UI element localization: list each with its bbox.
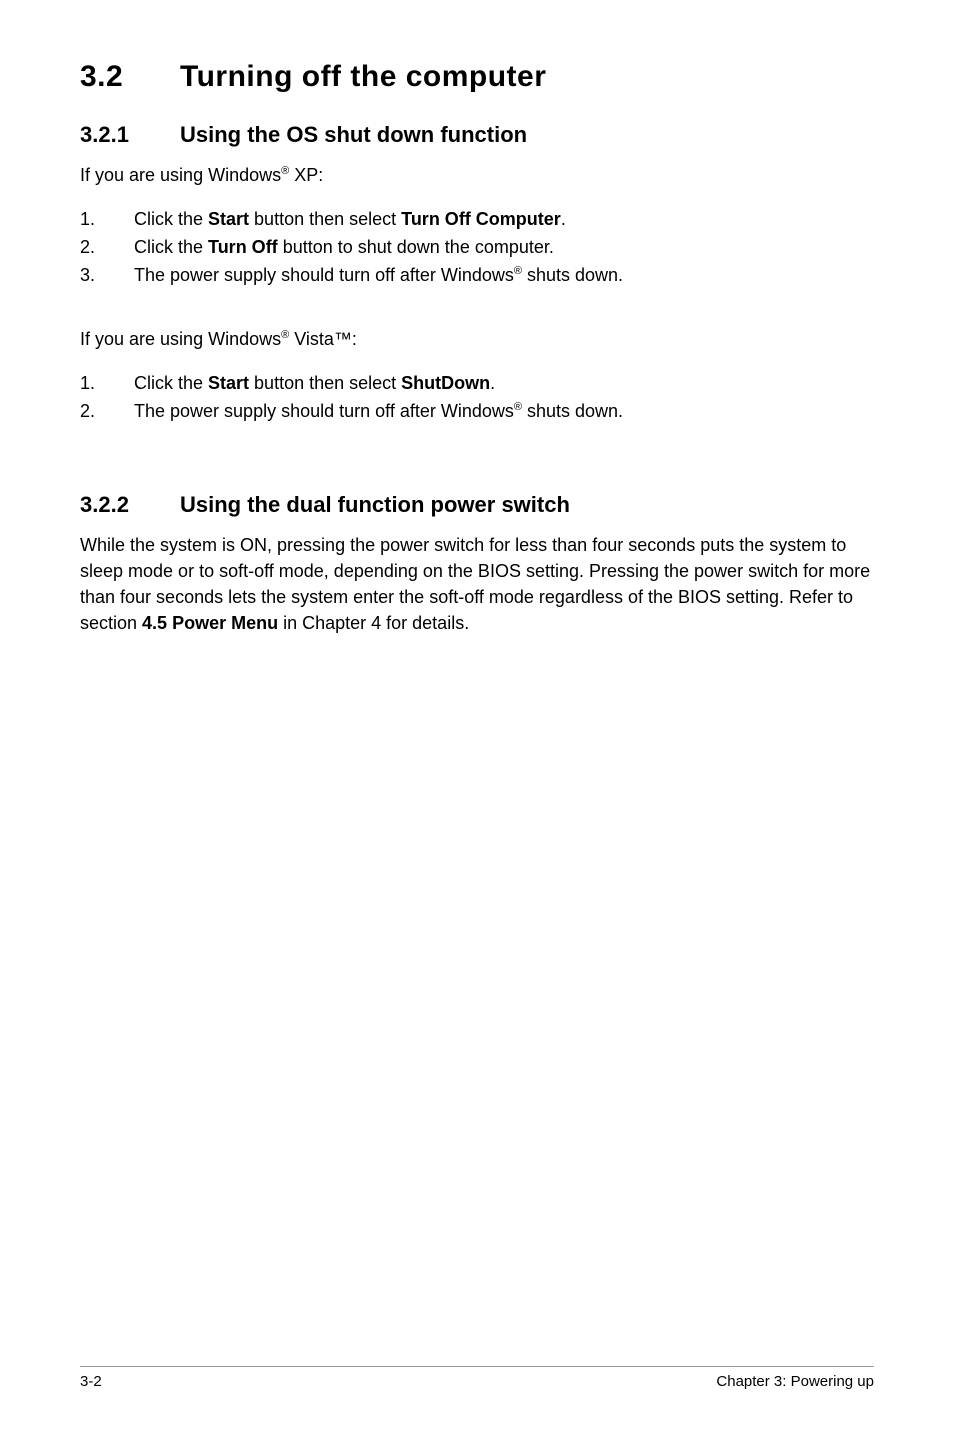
bold-text: ShutDown xyxy=(401,373,490,393)
item-number: 1. xyxy=(80,370,134,398)
registered-symbol: ® xyxy=(514,401,522,413)
text: XP: xyxy=(289,165,323,185)
item-number: 2. xyxy=(80,398,134,426)
item-text: Click the Start button then select Turn … xyxy=(134,206,874,234)
subsection-number: 3.2.2 xyxy=(80,492,180,518)
text: in Chapter 4 for details. xyxy=(278,613,469,633)
text: shuts down. xyxy=(522,401,623,421)
page-number: 3-2 xyxy=(80,1373,102,1390)
text: button then select xyxy=(249,209,401,229)
item-text: The power supply should turn off after W… xyxy=(134,262,874,290)
text: shuts down. xyxy=(522,265,623,285)
item-number: 3. xyxy=(80,262,134,290)
item-number: 1. xyxy=(80,206,134,234)
registered-symbol: ® xyxy=(281,329,289,341)
section-heading: 3.2Turning off the computer xyxy=(80,60,874,94)
text: If you are using Windows xyxy=(80,165,281,185)
item-text: The power supply should turn off after W… xyxy=(134,398,874,426)
text: Vista™: xyxy=(289,329,357,349)
subsection-title: Using the dual function power switch xyxy=(180,492,570,517)
bold-text: Start xyxy=(208,209,249,229)
text: button to shut down the computer. xyxy=(278,237,554,257)
list-item: 1. Click the Start button then select Sh… xyxy=(80,370,874,398)
section-number: 3.2 xyxy=(80,60,180,94)
page-footer: 3-2 Chapter 3: Powering up xyxy=(80,1366,874,1390)
list-item: 2. The power supply should turn off afte… xyxy=(80,398,874,426)
text: . xyxy=(561,209,566,229)
registered-symbol: ® xyxy=(281,165,289,177)
text: The power supply should turn off after W… xyxy=(134,401,514,421)
subsection-title: Using the OS shut down function xyxy=(180,122,527,147)
subsection-heading: 3.2.1Using the OS shut down function xyxy=(80,122,874,148)
bold-text: Turn Off xyxy=(208,237,278,257)
intro-paragraph: If you are using Windows® Vista™: xyxy=(80,326,874,352)
steps-list: 1. Click the Start button then select Tu… xyxy=(80,206,874,290)
text: button then select xyxy=(249,373,401,393)
text: If you are using Windows xyxy=(80,329,281,349)
body-paragraph: While the system is ON, pressing the pow… xyxy=(80,532,874,636)
bold-text: Turn Off Computer xyxy=(401,209,561,229)
list-item: 2. Click the Turn Off button to shut dow… xyxy=(80,234,874,262)
item-number: 2. xyxy=(80,234,134,262)
registered-symbol: ® xyxy=(514,265,522,277)
item-text: Click the Start button then select ShutD… xyxy=(134,370,874,398)
text: Click the xyxy=(134,209,208,229)
subsection-heading: 3.2.2Using the dual function power switc… xyxy=(80,492,874,518)
chapter-label: Chapter 3: Powering up xyxy=(716,1373,874,1390)
text: Click the xyxy=(134,373,208,393)
intro-paragraph: If you are using Windows® XP: xyxy=(80,162,874,188)
text: The power supply should turn off after W… xyxy=(134,265,514,285)
text: Click the xyxy=(134,237,208,257)
list-item: 3. The power supply should turn off afte… xyxy=(80,262,874,290)
steps-list: 1. Click the Start button then select Sh… xyxy=(80,370,874,426)
subsection-number: 3.2.1 xyxy=(80,122,180,148)
list-item: 1. Click the Start button then select Tu… xyxy=(80,206,874,234)
item-text: Click the Turn Off button to shut down t… xyxy=(134,234,874,262)
bold-text: 4.5 Power Menu xyxy=(142,613,278,633)
bold-text: Start xyxy=(208,373,249,393)
section-title: Turning off the computer xyxy=(180,60,546,93)
text: . xyxy=(490,373,495,393)
